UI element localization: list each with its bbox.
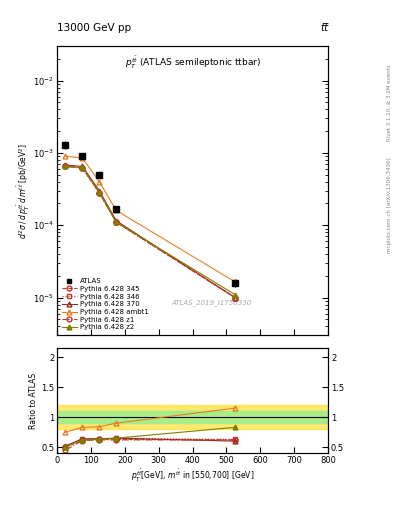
Text: mcplots.cern.ch [arXiv:1306.3436]: mcplots.cern.ch [arXiv:1306.3436]	[387, 157, 392, 252]
Pythia 6.428 370	[233, 294, 237, 301]
Pythia 6.428 z1	[80, 165, 85, 171]
Pythia 6.428 z2	[114, 219, 119, 225]
Line: Pythia 6.428 z1: Pythia 6.428 z1	[63, 164, 237, 300]
Pythia 6.428 z1	[63, 163, 68, 169]
Text: Rivet 3.1.10, ≥ 3.2M events: Rivet 3.1.10, ≥ 3.2M events	[387, 64, 392, 141]
Bar	[57, 405, 328, 429]
Pythia 6.428 346	[80, 165, 85, 171]
X-axis label: $p_T^{t\bar{t}}$[GeV], $m^{t\bar{t}}$ in [550,700] [GeV]: $p_T^{t\bar{t}}$[GeV], $m^{t\bar{t}}$ in…	[131, 467, 254, 484]
Pythia 6.428 z1	[233, 294, 237, 301]
Line: Pythia 6.428 346: Pythia 6.428 346	[63, 164, 237, 300]
Pythia 6.428 345	[114, 219, 119, 225]
Line: Pythia 6.428 z2: Pythia 6.428 z2	[63, 164, 237, 297]
Pythia 6.428 ambt1	[233, 279, 237, 285]
Text: ATLAS_2019_I1750330: ATLAS_2019_I1750330	[171, 300, 252, 306]
Line: Pythia 6.428 370: Pythia 6.428 370	[63, 163, 237, 300]
Pythia 6.428 346	[233, 294, 237, 301]
Pythia 6.428 345	[80, 165, 85, 171]
Pythia 6.428 ambt1	[114, 207, 119, 214]
Pythia 6.428 ambt1	[63, 153, 68, 159]
Pythia 6.428 z2	[233, 291, 237, 297]
Pythia 6.428 345	[63, 163, 68, 169]
Pythia 6.428 z1	[114, 219, 119, 225]
Pythia 6.428 345	[97, 190, 102, 196]
Pythia 6.428 370	[63, 162, 68, 168]
Legend: ATLAS, Pythia 6.428 345, Pythia 6.428 346, Pythia 6.428 370, Pythia 6.428 ambt1,: ATLAS, Pythia 6.428 345, Pythia 6.428 34…	[61, 276, 150, 332]
Pythia 6.428 370	[80, 163, 85, 169]
Bar	[57, 411, 328, 423]
Line: Pythia 6.428 345: Pythia 6.428 345	[63, 164, 237, 300]
Text: tt̅: tt̅	[320, 23, 328, 33]
Y-axis label: $d^2\sigma\,/\,d\,p_T^{t\bar{t}}\,d\,m^{t\bar{t}}$ [pb/GeV$^2$]: $d^2\sigma\,/\,d\,p_T^{t\bar{t}}\,d\,m^{…	[16, 143, 32, 239]
Pythia 6.428 z2	[80, 164, 85, 170]
Text: 13000 GeV pp: 13000 GeV pp	[57, 23, 131, 33]
Text: $p_T^{t\bar{t}}$ (ATLAS semileptonic ttbar): $p_T^{t\bar{t}}$ (ATLAS semileptonic ttb…	[125, 55, 261, 71]
Pythia 6.428 346	[114, 219, 119, 225]
Pythia 6.428 370	[114, 218, 119, 224]
Pythia 6.428 345	[233, 294, 237, 301]
Pythia 6.428 ambt1	[80, 155, 85, 161]
Pythia 6.428 370	[97, 188, 102, 194]
Pythia 6.428 z2	[63, 163, 68, 169]
Pythia 6.428 346	[63, 163, 68, 169]
Pythia 6.428 ambt1	[97, 179, 102, 185]
Line: Pythia 6.428 ambt1: Pythia 6.428 ambt1	[63, 154, 237, 284]
Y-axis label: Ratio to ATLAS: Ratio to ATLAS	[29, 373, 38, 429]
Pythia 6.428 346	[97, 190, 102, 196]
Pythia 6.428 z2	[97, 189, 102, 196]
Pythia 6.428 z1	[97, 190, 102, 196]
